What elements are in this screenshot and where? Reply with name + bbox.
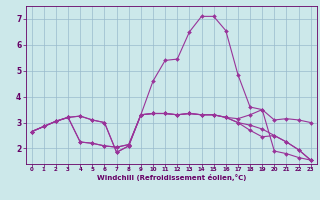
- X-axis label: Windchill (Refroidissement éolien,°C): Windchill (Refroidissement éolien,°C): [97, 174, 246, 181]
